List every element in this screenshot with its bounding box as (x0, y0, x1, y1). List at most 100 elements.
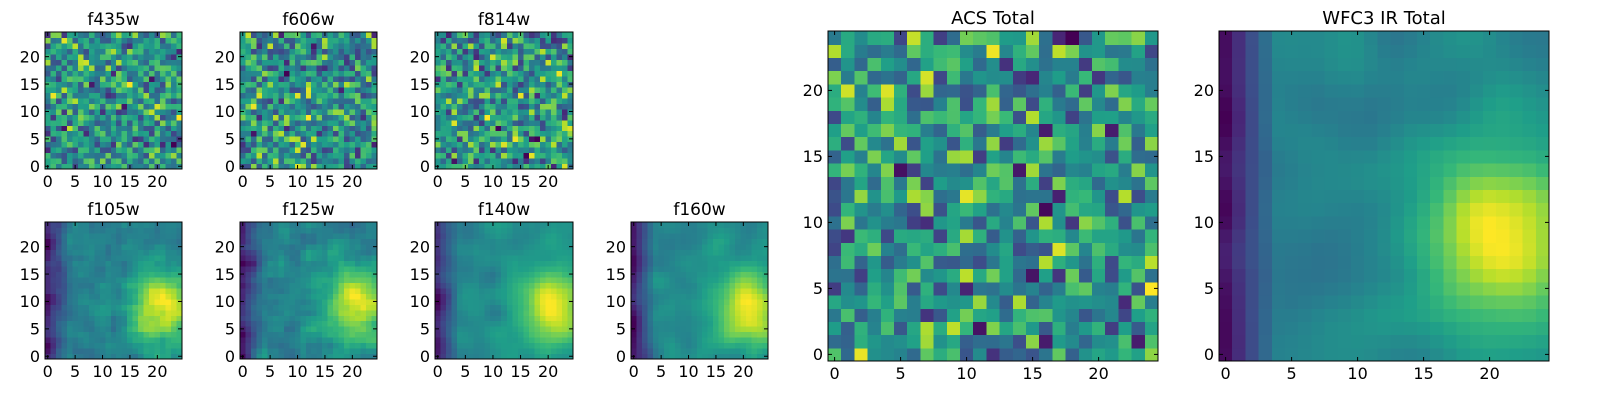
heatmap-cell (545, 326, 552, 333)
heatmap-cell (894, 242, 908, 256)
heatmap-cell (283, 243, 290, 250)
heatmap-cell (300, 114, 307, 121)
heatmap-cell (154, 103, 161, 110)
heatmap-cell (545, 42, 552, 50)
heatmap-cell (550, 75, 558, 82)
heatmap-cell (718, 304, 725, 311)
heatmap-cell (349, 342, 356, 349)
heatmap-cell (127, 136, 134, 143)
heatmap-cell (718, 271, 725, 278)
heatmap-cell (105, 32, 112, 39)
heatmap-cell (528, 141, 535, 148)
heatmap-cell (165, 282, 172, 289)
y-tick-label: 20 (410, 47, 430, 66)
heatmap-cell (300, 331, 307, 338)
heatmap-cell (176, 97, 183, 104)
heatmap-cell (1039, 347, 1053, 362)
heatmap-cell (105, 75, 112, 82)
heatmap-cell (88, 59, 95, 66)
heatmap-cell (631, 337, 638, 344)
heatmap-cell (680, 326, 687, 333)
heatmap-cell (490, 238, 497, 245)
heatmap-cell (261, 75, 268, 82)
heatmap-cell (484, 64, 491, 71)
heatmap-cell (311, 130, 318, 137)
heatmap-cell (110, 152, 117, 159)
heatmap-cell (72, 81, 79, 88)
heatmap-cell (534, 114, 541, 121)
heatmap-cell (920, 215, 935, 230)
heatmap-cell (550, 249, 558, 256)
heatmap-cell (77, 309, 84, 316)
heatmap-cell (446, 119, 453, 126)
heatmap-cell (523, 276, 530, 283)
heatmap-cell (261, 42, 268, 50)
heatmap-cell (685, 326, 692, 333)
heatmap-cell (512, 75, 519, 82)
heatmap-cell (880, 149, 895, 164)
heatmap-cell (143, 147, 150, 154)
heatmap-cell (517, 97, 524, 104)
heatmap-cell (360, 304, 367, 311)
heatmap-cell (132, 254, 139, 261)
heatmap-cell (746, 271, 753, 278)
heatmap-cell (366, 125, 373, 132)
heatmap-cell (1052, 163, 1067, 177)
heatmap-cell (658, 232, 665, 240)
heatmap-cell (50, 342, 57, 349)
heatmap-cell (631, 276, 638, 283)
heatmap-cell (261, 320, 268, 327)
heatmap-cell (523, 114, 530, 121)
heatmap-cell (933, 347, 948, 362)
heatmap-cell (338, 282, 345, 289)
heatmap-cell (45, 337, 52, 344)
heatmap-cell (349, 293, 356, 300)
heatmap-cell (457, 348, 464, 355)
heatmap-cell (867, 347, 882, 362)
heatmap-cell (556, 249, 563, 256)
heatmap-cell (316, 119, 323, 126)
heatmap-cell (360, 249, 367, 256)
heatmap-cell (160, 222, 167, 229)
heatmap-cell (1052, 347, 1067, 362)
heatmap-cell (371, 130, 378, 137)
heatmap-cell (344, 81, 351, 88)
heatmap-cell (105, 331, 112, 338)
heatmap-cell (66, 222, 73, 229)
heatmap-cell (278, 342, 285, 349)
heatmap-cell (261, 353, 268, 360)
heatmap-cell (50, 114, 57, 121)
heatmap-cell (294, 238, 301, 245)
heatmap-cell (55, 353, 63, 360)
heatmap-cell (457, 331, 464, 338)
heatmap-cell (636, 260, 643, 267)
heatmap-cell (702, 304, 709, 311)
heatmap-cell (272, 271, 279, 278)
heatmap-cell (88, 227, 95, 234)
heatmap-cell (468, 53, 475, 60)
heatmap-cell (176, 282, 183, 289)
heatmap-cell (316, 309, 323, 316)
heatmap-cell (72, 265, 79, 272)
y-tick-label: 0 (225, 157, 235, 176)
heatmap-cell (556, 48, 563, 55)
heatmap-cell (66, 37, 73, 44)
heatmap-cell (72, 249, 79, 256)
heatmap-cell (652, 265, 659, 272)
heatmap-cell (468, 238, 475, 245)
heatmap-cell (256, 348, 263, 355)
heatmap-cell (468, 97, 475, 104)
heatmap-cell (116, 103, 123, 110)
heatmap-cell (61, 70, 68, 77)
heatmap-cell (680, 222, 687, 229)
heatmap-cell (501, 222, 508, 229)
heatmap-cell (272, 304, 279, 311)
heatmap-cell (105, 53, 112, 60)
heatmap-cell (165, 103, 172, 110)
heatmap-cell (746, 227, 753, 234)
heatmap-cell (757, 243, 764, 250)
heatmap-cell (116, 238, 123, 245)
heatmap-cell (50, 315, 57, 322)
